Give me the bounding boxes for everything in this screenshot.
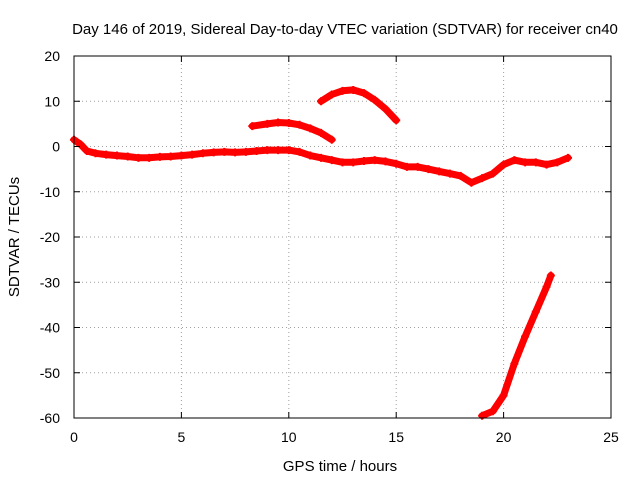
grid	[74, 56, 611, 418]
data-point	[155, 152, 164, 161]
data-point	[424, 165, 433, 174]
data-point	[284, 146, 293, 155]
data-point	[327, 135, 336, 144]
data-point	[338, 158, 347, 167]
data-point	[499, 160, 508, 169]
series-arc-main	[70, 135, 573, 187]
data-point	[112, 151, 121, 160]
data-point	[145, 153, 154, 162]
data-point	[248, 122, 257, 131]
data-point	[198, 149, 207, 158]
data-point	[327, 90, 336, 99]
y-tick-label: -10	[40, 184, 60, 200]
data-point	[241, 147, 250, 156]
data-point	[499, 391, 508, 400]
data-point	[91, 149, 100, 158]
data-point	[295, 147, 304, 156]
data-point	[542, 282, 551, 291]
data-point	[546, 271, 555, 280]
data-point	[284, 118, 293, 127]
series-line	[478, 272, 555, 420]
chart-title: Day 146 of 2019, Sidereal Day-to-day VTE…	[72, 21, 618, 38]
x-tick-label: 20	[496, 429, 512, 445]
data-point	[392, 159, 401, 168]
data-point	[263, 146, 272, 155]
data-point	[488, 169, 497, 178]
data-point	[82, 147, 91, 156]
data-point	[102, 150, 111, 159]
series-layer	[70, 85, 573, 420]
y-tick-label: 0	[52, 139, 60, 155]
data-point	[306, 151, 315, 160]
y-tick-label: -50	[40, 365, 60, 381]
y-tick-label: -60	[40, 410, 60, 426]
x-tick-label: 10	[281, 429, 297, 445]
x-tick-label: 5	[178, 429, 186, 445]
data-point	[392, 116, 401, 125]
data-point	[349, 158, 358, 167]
series-arc-high	[317, 85, 401, 125]
data-point	[76, 140, 85, 149]
data-point	[317, 128, 326, 137]
data-point	[381, 104, 390, 113]
data-point	[564, 153, 573, 162]
series-arc-mid	[248, 118, 336, 144]
data-point	[359, 89, 368, 98]
data-point	[166, 152, 175, 161]
data-point	[327, 156, 336, 165]
y-tick-label: 10	[44, 93, 60, 109]
data-point	[317, 153, 326, 162]
data-point	[231, 148, 240, 157]
data-point	[188, 150, 197, 159]
data-point	[274, 146, 283, 155]
data-point	[488, 407, 497, 416]
data-point	[295, 120, 304, 129]
y-axis-title: SDTVAR / TECUs	[6, 177, 23, 297]
data-point	[381, 157, 390, 166]
data-point	[553, 158, 562, 167]
y-tick-label: -20	[40, 229, 60, 245]
data-point	[209, 148, 218, 157]
y-tick-label: -30	[40, 274, 60, 290]
data-point	[349, 85, 358, 94]
data-point	[456, 171, 465, 180]
data-point	[435, 167, 444, 176]
x-tick-label: 15	[388, 429, 404, 445]
series-arc-low	[478, 271, 555, 420]
y-tick-label: -40	[40, 320, 60, 336]
data-point	[402, 162, 411, 171]
data-point	[317, 97, 326, 106]
x-tick-label: 25	[603, 429, 619, 445]
data-point	[134, 153, 143, 162]
data-point	[521, 158, 530, 167]
data-point	[177, 151, 186, 160]
data-point	[338, 86, 347, 95]
data-point	[531, 307, 540, 316]
series-line	[248, 119, 336, 144]
x-axis-title: GPS time / hours	[283, 458, 397, 475]
data-point	[510, 359, 519, 368]
data-point	[252, 147, 261, 156]
data-point	[306, 124, 315, 133]
data-point	[521, 332, 530, 341]
data-point	[220, 147, 229, 156]
data-point	[370, 156, 379, 165]
data-point	[370, 95, 379, 104]
data-point	[531, 158, 540, 167]
data-point	[413, 162, 422, 171]
y-tick-label: 20	[44, 48, 60, 64]
data-point	[510, 156, 519, 165]
data-point	[445, 169, 454, 178]
data-point	[478, 174, 487, 183]
data-point	[359, 156, 368, 165]
data-point	[123, 152, 132, 161]
tick-labels: 0 5 10 15 20 25 -60 -50 -40 -30 -20 -10 0 10 20	[40, 48, 619, 445]
data-point	[274, 118, 283, 127]
data-point	[467, 178, 476, 187]
x-tick-label: 0	[70, 429, 78, 445]
data-point	[542, 160, 551, 169]
ticks	[73, 55, 612, 419]
data-point	[263, 119, 272, 128]
